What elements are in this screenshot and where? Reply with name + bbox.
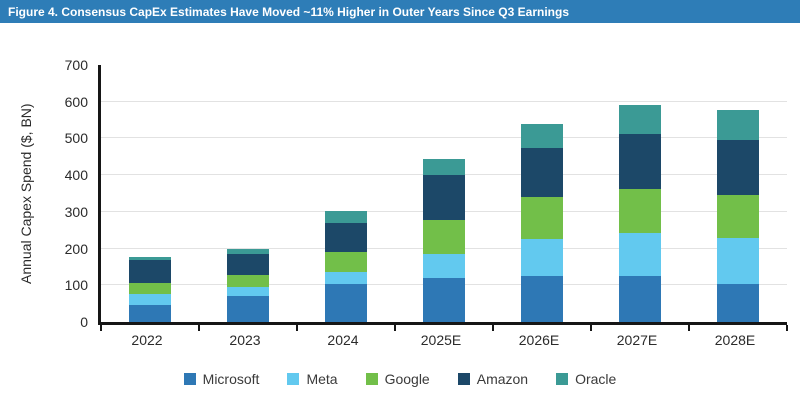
x-label-2023: 2023: [229, 332, 261, 348]
segment-meta-2022: [129, 294, 171, 305]
legend-label-meta: Meta: [306, 371, 338, 387]
x-label-2026E: 2026E: [518, 332, 560, 348]
stacked-bar-2025E: [423, 65, 465, 322]
segment-google-2026E: [521, 196, 563, 239]
segment-oracle-2024: [325, 210, 367, 223]
bar-slot-2023: [199, 65, 297, 322]
stacked-bar-2023: [227, 65, 269, 322]
segment-microsoft-2027E: [619, 276, 661, 322]
x-label-2027E: 2027E: [616, 332, 658, 348]
segment-amazon-2023: [227, 254, 269, 275]
x-axis-tick: [295, 325, 298, 331]
gridline-600: [101, 100, 787, 102]
y-axis-tick-labels: 0 100 200 300 400 500 600 700: [44, 57, 88, 330]
y-axis-title: Annual Capex Spend ($, BN): [18, 103, 34, 284]
legend-item-amazon: Amazon: [457, 371, 529, 387]
legend-item-microsoft: Microsoft: [183, 371, 260, 387]
x-label-2024: 2024: [327, 332, 359, 348]
legend-swatch-meta: [287, 373, 300, 385]
stacked-bar-2024: [325, 65, 367, 322]
segment-meta-2027E: [619, 233, 661, 277]
segment-microsoft-2026E: [521, 276, 563, 322]
legend-item-meta: Meta: [287, 371, 338, 387]
segment-oracle-2022: [129, 256, 171, 261]
segment-amazon-2022: [129, 260, 171, 283]
x-label-2022: 2022: [131, 332, 163, 348]
segment-oracle-2023: [227, 248, 269, 255]
y-tick-label-500: 500: [64, 130, 88, 147]
x-axis-category-labels: 2022 2023 2024 2025E 2026E 2027E 2028E: [98, 332, 784, 348]
x-axis-tick: [491, 325, 494, 331]
bar-slot-2022: [101, 65, 199, 322]
segment-meta-2028E: [717, 237, 759, 284]
segment-google-2027E: [619, 188, 661, 234]
segment-amazon-2024: [325, 222, 367, 252]
x-axis-tick: [590, 325, 592, 331]
y-tick-label-600: 600: [64, 93, 88, 110]
segment-google-2024: [325, 251, 367, 272]
bar-slot-2028E: [689, 65, 787, 322]
segment-amazon-2025E: [423, 175, 465, 221]
legend-swatch-oracle: [556, 373, 569, 385]
y-tick-label-100: 100: [64, 277, 88, 294]
figure-title: Figure 4. Consensus CapEx Estimates Have…: [8, 4, 569, 19]
segment-google-2022: [129, 282, 171, 295]
segment-amazon-2026E: [521, 148, 563, 197]
segment-meta-2024: [325, 271, 367, 285]
x-label-2025E: 2025E: [420, 332, 462, 348]
y-tick-label-0: 0: [80, 314, 88, 330]
stacked-bar-2028E: [717, 65, 759, 322]
legend-label-oracle: Oracle: [575, 371, 617, 387]
x-axis-tick: [197, 325, 200, 331]
x-axis-tick: [100, 325, 102, 331]
bar-slot-2026E: [493, 65, 591, 322]
legend-swatch-google: [365, 373, 378, 385]
segment-meta-2025E: [423, 253, 465, 278]
gridline-500: [101, 137, 787, 139]
segment-microsoft-2023: [227, 295, 269, 322]
legend-item-oracle: Oracle: [556, 371, 616, 387]
x-axis-tick: [786, 325, 788, 331]
segment-microsoft-2025E: [423, 277, 465, 322]
bar-slot-2025E: [395, 65, 493, 322]
segment-oracle-2028E: [717, 110, 759, 141]
legend-item-google: Google: [365, 371, 430, 387]
legend-swatch-microsoft: [183, 373, 196, 385]
segment-microsoft-2024: [325, 284, 367, 322]
figure-title-banner: Figure 4. Consensus CapEx Estimates Have…: [0, 0, 800, 23]
segment-oracle-2026E: [521, 123, 563, 148]
legend-label-google: Google: [384, 371, 430, 387]
legend: Microsoft Meta Google Amazon Oracle: [0, 371, 800, 387]
x-label-2028E: 2028E: [714, 332, 756, 348]
bar-slot-2024: [297, 65, 395, 322]
segment-amazon-2027E: [619, 133, 661, 189]
plot-area: [98, 65, 788, 331]
x-axis-tick: [394, 325, 396, 331]
bars-row: [101, 65, 787, 322]
y-tick-label-300: 300: [64, 203, 88, 220]
segment-oracle-2025E: [423, 158, 465, 176]
segment-amazon-2028E: [717, 140, 759, 196]
stacked-bar-2022: [129, 65, 171, 322]
y-tick-label-700: 700: [64, 57, 88, 73]
segment-oracle-2027E: [619, 105, 661, 134]
segment-google-2028E: [717, 195, 759, 238]
y-tick-label-200: 200: [64, 240, 88, 257]
segment-meta-2023: [227, 286, 269, 296]
legend-swatch-amazon: [457, 373, 470, 385]
y-tick-label-400: 400: [64, 167, 88, 184]
segment-google-2023: [227, 274, 269, 287]
bar-slot-2027E: [591, 65, 689, 322]
x-axis-tick: [688, 325, 690, 331]
segment-google-2025E: [423, 220, 465, 254]
segment-microsoft-2028E: [717, 283, 759, 322]
stacked-bar-2026E: [521, 65, 563, 322]
segment-meta-2026E: [521, 238, 563, 277]
legend-label-amazon: Amazon: [476, 371, 529, 387]
legend-label-microsoft: Microsoft: [202, 371, 260, 387]
stacked-bar-2027E: [619, 65, 661, 322]
segment-microsoft-2022: [129, 304, 171, 322]
